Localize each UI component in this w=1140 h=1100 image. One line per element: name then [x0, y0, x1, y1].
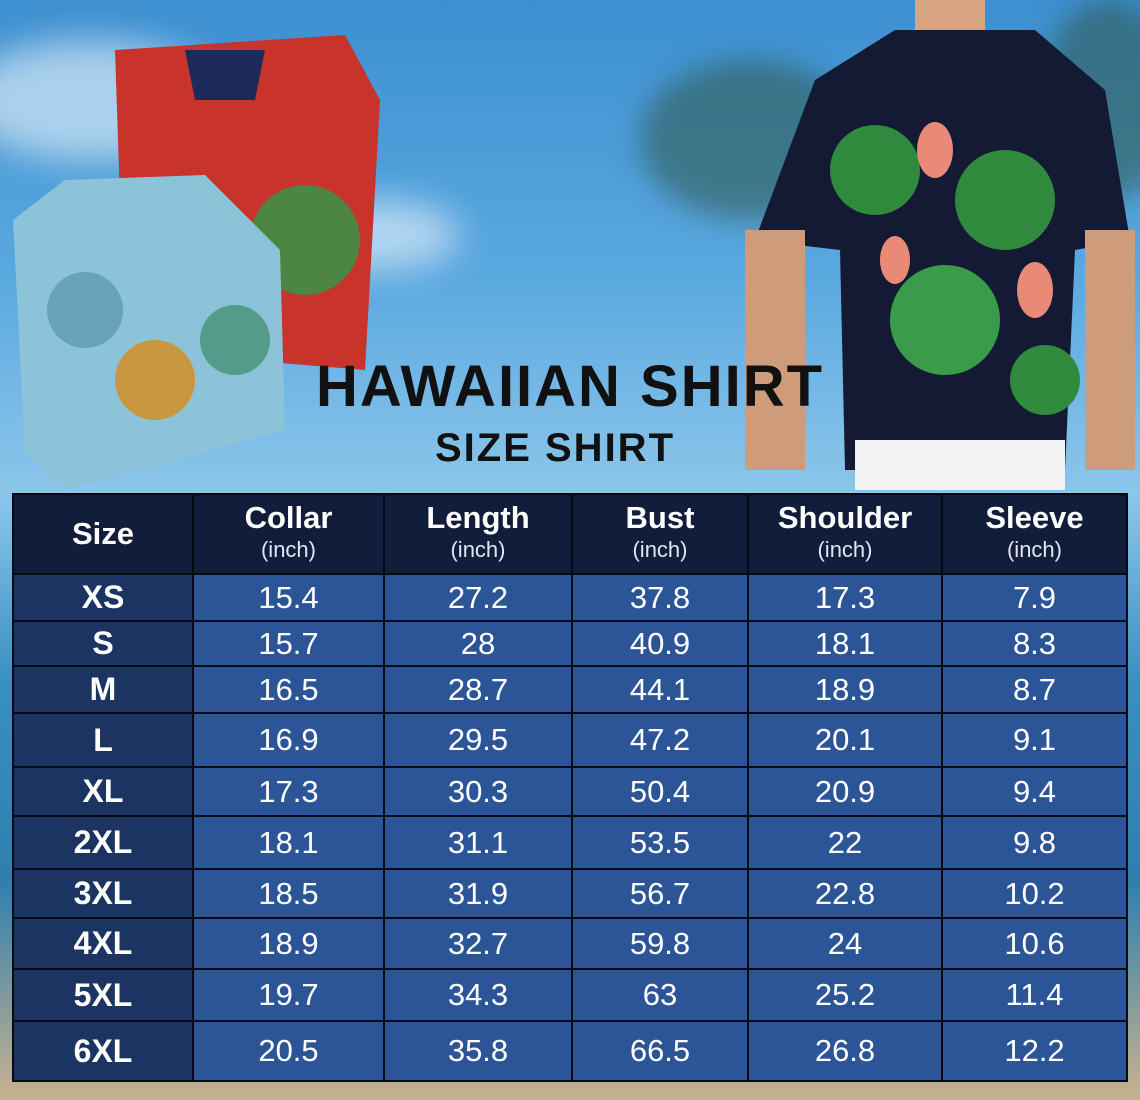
table-row: 2XL 18.1 31.1 53.5 22 9.8 [14, 817, 1126, 868]
measurement-cell: 20.5 [194, 1022, 383, 1080]
measurement-cell: 50.4 [573, 768, 747, 815]
measurement-cell: 32.7 [385, 919, 571, 968]
measurement-cell: 59.8 [573, 919, 747, 968]
size-cell: 3XL [14, 870, 192, 917]
measurement-cell: 56.7 [573, 870, 747, 917]
column-header-collar: Collar (inch) [194, 495, 383, 573]
measurement-cell: 27.2 [385, 575, 571, 620]
table-row: M 16.5 28.7 44.1 18.9 8.7 [14, 667, 1126, 712]
table-row: XL 17.3 30.3 50.4 20.9 9.4 [14, 768, 1126, 815]
size-cell: L [14, 714, 192, 766]
size-cell: 5XL [14, 970, 192, 1020]
measurement-cell: 35.8 [385, 1022, 571, 1080]
column-unit: (inch) [632, 537, 688, 562]
measurement-cell: 16.9 [194, 714, 383, 766]
column-label: Collar [244, 500, 333, 535]
measurement-cell: 17.3 [749, 575, 941, 620]
measurement-cell: 29.5 [385, 714, 571, 766]
measurement-cell: 40.9 [573, 622, 747, 665]
measurement-cell: 28 [385, 622, 571, 665]
measurement-cell: 66.5 [573, 1022, 747, 1080]
measurement-cell: 9.4 [943, 768, 1126, 815]
measurement-cell: 34.3 [385, 970, 571, 1020]
column-unit: (inch) [260, 537, 316, 562]
measurement-cell: 18.5 [194, 870, 383, 917]
page-title: HAWAIIAN SHIRT [315, 354, 825, 419]
size-cell: XL [14, 768, 192, 815]
measurement-cell: 18.1 [749, 622, 941, 665]
measurement-cell: 12.2 [943, 1022, 1126, 1080]
measurement-cell: 8.7 [943, 667, 1126, 712]
measurement-cell: 8.3 [943, 622, 1126, 665]
column-header-sleeve: Sleeve (inch) [943, 495, 1126, 573]
column-unit: (inch) [817, 537, 873, 562]
measurement-cell: 37.8 [573, 575, 747, 620]
column-label: Size [71, 516, 135, 551]
column-header-size: Size [14, 495, 192, 573]
table-row: 6XL 20.5 35.8 66.5 26.8 12.2 [14, 1022, 1126, 1080]
measurement-cell: 25.2 [749, 970, 941, 1020]
measurement-cell: 44.1 [573, 667, 747, 712]
column-label: Bust [625, 500, 695, 535]
table-row: L 16.9 29.5 47.2 20.1 9.1 [14, 714, 1126, 766]
size-cell: 6XL [14, 1022, 192, 1080]
column-label: Shoulder [777, 500, 913, 535]
measurement-cell: 16.5 [194, 667, 383, 712]
measurement-cell: 22.8 [749, 870, 941, 917]
measurement-cell: 11.4 [943, 970, 1126, 1020]
table-body: XS 15.4 27.2 37.8 17.3 7.9 S 15.7 28 40.9 18.1 8.3 M… [14, 575, 1126, 1080]
measurement-cell: 15.7 [194, 622, 383, 665]
measurement-cell: 9.8 [943, 817, 1126, 868]
column-unit: (inch) [1006, 537, 1062, 562]
measurement-cell: 9.1 [943, 714, 1126, 766]
folded-shirts-image [13, 35, 380, 490]
measurement-cell: 17.3 [194, 768, 383, 815]
table-row: 5XL 19.7 34.3 63 25.2 11.4 [14, 970, 1126, 1020]
measurement-cell: 31.1 [385, 817, 571, 868]
measurement-cell: 20.1 [749, 714, 941, 766]
column-header-length: Length (inch) [385, 495, 571, 573]
size-chart-table: Size Collar (inch) Length (inch) Bust (inch… [12, 493, 1128, 1082]
measurement-cell: 28.7 [385, 667, 571, 712]
page-subtitle: SIZE SHIRT [434, 426, 676, 470]
column-label: Length [426, 500, 530, 535]
size-cell: S [14, 622, 192, 665]
measurement-cell: 7.9 [943, 575, 1126, 620]
model-shirt-image [745, 0, 1135, 490]
table-row: S 15.7 28 40.9 18.1 8.3 [14, 622, 1126, 665]
measurement-cell: 10.6 [943, 919, 1126, 968]
measurement-cell: 53.5 [573, 817, 747, 868]
measurement-cell: 63 [573, 970, 747, 1020]
size-cell: 2XL [14, 817, 192, 868]
measurement-cell: 18.9 [194, 919, 383, 968]
measurement-cell: 18.1 [194, 817, 383, 868]
measurement-cell: 31.9 [385, 870, 571, 917]
measurement-cell: 26.8 [749, 1022, 941, 1080]
measurement-cell: 24 [749, 919, 941, 968]
table-row: 3XL 18.5 31.9 56.7 22.8 10.2 [14, 870, 1126, 917]
column-unit: (inch) [450, 537, 506, 562]
measurement-cell: 22 [749, 817, 941, 868]
measurement-cell: 15.4 [194, 575, 383, 620]
table-row: 4XL 18.9 32.7 59.8 24 10.6 [14, 919, 1126, 968]
column-label: Sleeve [985, 500, 1084, 535]
measurement-cell: 18.9 [749, 667, 941, 712]
size-cell: M [14, 667, 192, 712]
measurement-cell: 19.7 [194, 970, 383, 1020]
column-header-bust: Bust (inch) [573, 495, 747, 573]
measurement-cell: 30.3 [385, 768, 571, 815]
table-row: XS 15.4 27.2 37.8 17.3 7.9 [14, 575, 1126, 620]
column-header-shoulder: Shoulder (inch) [749, 495, 941, 573]
header-row: Size Collar (inch) Length (inch) Bust (inch… [14, 495, 1126, 573]
size-cell: XS [14, 575, 192, 620]
measurement-cell: 20.9 [749, 768, 941, 815]
measurement-cell: 47.2 [573, 714, 747, 766]
size-cell: 4XL [14, 919, 192, 968]
measurement-cell: 10.2 [943, 870, 1126, 917]
